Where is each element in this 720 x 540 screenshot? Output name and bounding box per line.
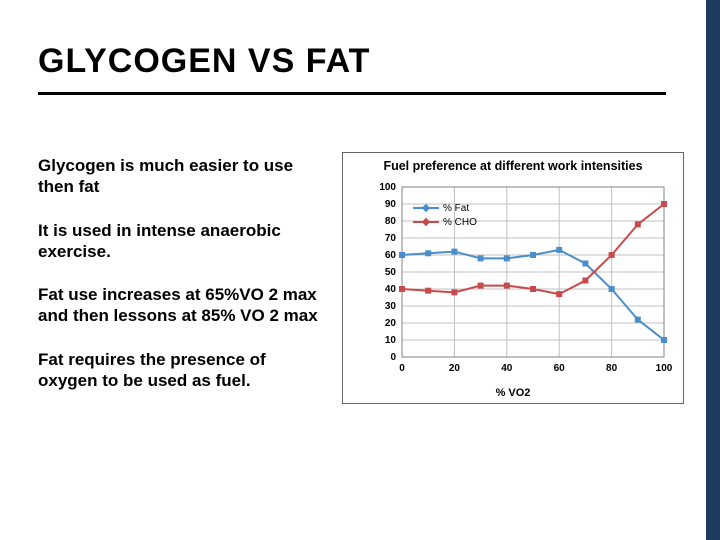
svg-text:70: 70 <box>385 233 397 244</box>
chart-plot-area: 0 10 20 30 40 50 60 70 80 90 100 0 20 40 60 80 100 <box>348 175 678 375</box>
bullet-list: Glycogen is much easier to use then fat … <box>38 155 323 413</box>
svg-text:20: 20 <box>449 363 461 374</box>
svg-text:0: 0 <box>390 352 396 363</box>
svg-text:40: 40 <box>501 363 513 374</box>
svg-text:50: 50 <box>385 267 397 278</box>
side-accent-bar <box>706 0 720 540</box>
legend-label: % Fat <box>443 203 469 214</box>
svg-text:40: 40 <box>385 284 397 295</box>
svg-text:80: 80 <box>606 363 618 374</box>
svg-text:80: 80 <box>385 216 397 227</box>
legend-swatch <box>413 207 439 209</box>
svg-text:60: 60 <box>554 363 566 374</box>
chart-xlabel: % VO2 <box>343 387 683 399</box>
chart-title: Fuel preference at different work intens… <box>343 153 683 175</box>
svg-text:100: 100 <box>656 363 673 374</box>
legend-label: % CHO <box>443 217 477 228</box>
svg-text:10: 10 <box>385 335 397 346</box>
page-title: GLYCOGEN VS FAT <box>38 42 370 81</box>
bullet-item: Fat requires the presence of oxygen to b… <box>38 349 323 392</box>
bullet-item: Glycogen is much easier to use then fat <box>38 155 323 198</box>
bullet-item: Fat use increases at 65%VO 2 max and the… <box>38 284 323 327</box>
svg-text:60: 60 <box>385 250 397 261</box>
fuel-preference-chart: Fuel preference at different work intens… <box>342 152 684 404</box>
legend-swatch <box>413 221 439 223</box>
svg-text:100: 100 <box>379 182 396 193</box>
legend-item-cho: % CHO <box>413 215 477 229</box>
title-underline <box>38 92 666 95</box>
svg-text:90: 90 <box>385 199 397 210</box>
svg-text:20: 20 <box>385 318 397 329</box>
bullet-item: It is used in intense anaerobic exercise… <box>38 220 323 263</box>
svg-text:30: 30 <box>385 301 397 312</box>
chart-legend: % Fat % CHO <box>413 201 477 229</box>
svg-text:0: 0 <box>399 363 405 374</box>
legend-item-fat: % Fat <box>413 201 477 215</box>
